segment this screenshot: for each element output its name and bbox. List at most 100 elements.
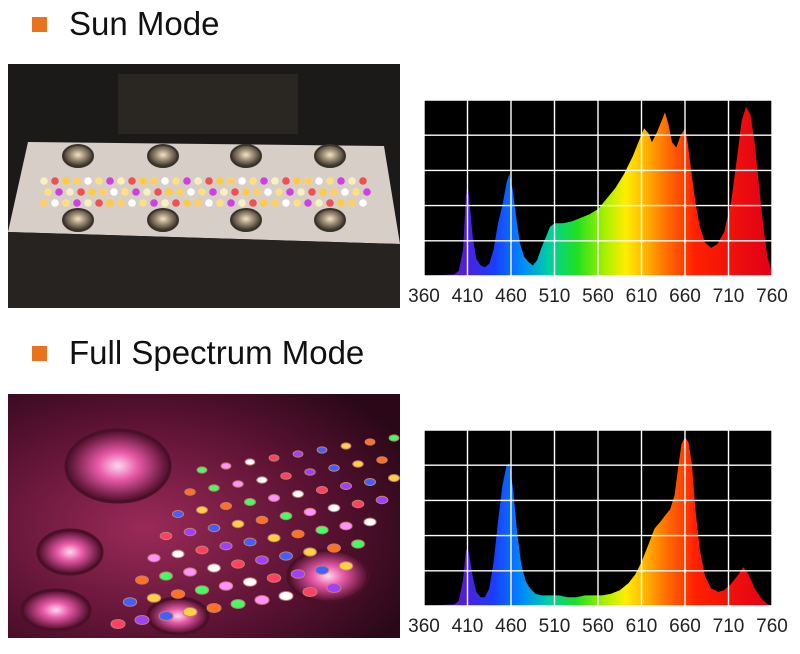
led-chip-icon — [341, 188, 349, 196]
led-chip-icon — [117, 177, 125, 185]
x-tick-label: 610 — [626, 616, 658, 637]
led-chip-icon — [231, 188, 239, 196]
led-chip-icon — [195, 545, 209, 555]
led-chip-icon — [256, 476, 268, 484]
x-tick-label: 660 — [669, 286, 701, 307]
cob-lens-icon — [62, 144, 94, 168]
led-chip-icon — [216, 199, 224, 207]
sun-mode-spectrum-chart: 360 410 460 510 560 610 660 710 760 — [400, 62, 792, 308]
led-chip-icon — [243, 537, 257, 547]
section-title: Sun Mode — [69, 5, 220, 42]
led-chip-icon — [165, 188, 173, 196]
led-chip-icon — [264, 188, 272, 196]
led-chip-icon — [73, 177, 81, 185]
led-chip-icon — [282, 199, 290, 207]
led-chip-icon — [303, 507, 317, 517]
led-chip-icon — [231, 519, 245, 529]
led-chip-icon — [364, 478, 376, 486]
led-chip-icon — [232, 480, 244, 488]
led-chip-icon — [260, 199, 268, 207]
led-chip-icon — [292, 450, 304, 458]
section-title: Full Spectrum Mode — [69, 334, 365, 371]
x-tick-label: 760 — [756, 616, 788, 637]
led-chip-icon — [279, 511, 293, 521]
led-chip-icon — [351, 499, 365, 509]
led-chip-icon — [315, 177, 323, 185]
led-chip-icon — [146, 593, 162, 603]
led-chip-icon — [315, 525, 329, 535]
led-chip-icon — [183, 199, 191, 207]
x-tick-label: 410 — [452, 286, 484, 307]
led-chip-icon — [230, 599, 246, 609]
led-chip-icon — [73, 199, 81, 207]
led-chip-icon — [348, 199, 356, 207]
led-chip-icon — [55, 188, 63, 196]
cob-lens-icon — [147, 144, 179, 168]
led-chip-icon — [182, 607, 198, 617]
led-chip-icon — [231, 559, 245, 569]
led-chip-icon — [271, 199, 279, 207]
led-chip-icon — [154, 188, 162, 196]
led-chip-icon — [196, 506, 208, 514]
led-chip-icon — [194, 585, 210, 595]
led-chip-icon — [84, 177, 92, 185]
led-chip-icon — [170, 589, 186, 599]
led-chip-icon — [139, 177, 147, 185]
cob-lens-icon — [62, 208, 94, 232]
led-chip-icon — [359, 199, 367, 207]
cob-lens-icon — [230, 208, 262, 232]
led-chip-icon — [376, 456, 388, 464]
led-chip-icon — [267, 533, 281, 543]
led-chip-icon — [316, 486, 328, 494]
led-chip-icon — [238, 199, 246, 207]
chart-grid — [423, 429, 773, 607]
led-chip-icon — [271, 177, 279, 185]
led-chip-icon — [363, 517, 377, 527]
led-chip-icon — [303, 547, 317, 557]
led-chip-icon — [158, 611, 174, 621]
led-chip-icon — [184, 488, 196, 496]
led-chip-icon — [208, 484, 220, 492]
led-chip-icon — [117, 199, 125, 207]
led-chip-icon — [253, 188, 261, 196]
led-chip-icon — [183, 527, 197, 537]
led-chip-icon — [128, 177, 136, 185]
led-chip-icon — [84, 199, 92, 207]
led-chip-icon — [209, 188, 217, 196]
x-tick-label: 560 — [582, 286, 614, 307]
x-tick-label: 610 — [626, 286, 658, 307]
led-chip-icon — [293, 199, 301, 207]
led-chip-icon — [326, 177, 334, 185]
led-chip-icon — [110, 188, 118, 196]
x-tick-label: 460 — [495, 616, 527, 637]
led-chip-icon — [187, 188, 195, 196]
led-chip-icon — [268, 494, 280, 502]
led-chip-icon — [183, 177, 191, 185]
led-chip-icon — [359, 177, 367, 185]
cob-lens-icon — [230, 144, 262, 168]
led-chip-icon — [176, 188, 184, 196]
led-chip-icon — [291, 529, 305, 539]
full-spectrum-light-fixture-photo — [8, 394, 400, 638]
led-chip-icon — [88, 188, 96, 196]
led-chip-icon — [150, 177, 158, 185]
led-chip-icon — [161, 199, 169, 207]
led-chip-icon — [304, 177, 312, 185]
cob-lens-icon — [314, 144, 346, 168]
led-chip-icon — [95, 199, 103, 207]
led-chip-icon — [244, 498, 256, 506]
led-chip-icon — [147, 553, 161, 563]
led-chip-icon — [340, 482, 352, 490]
led-chip-icon — [375, 495, 389, 505]
x-tick-label: 710 — [713, 616, 745, 637]
led-chip-icon — [280, 472, 292, 480]
led-chip-icon — [278, 591, 294, 601]
x-tick-label: 760 — [756, 286, 788, 307]
led-chip-icon — [99, 188, 107, 196]
led-chip-icon — [196, 466, 208, 474]
led-chip-icon — [40, 199, 48, 207]
led-chip-icon — [216, 177, 224, 185]
orange-square-bullet-icon — [32, 16, 47, 32]
led-chip-icon — [254, 595, 270, 605]
cob-lens-icon — [64, 428, 172, 504]
